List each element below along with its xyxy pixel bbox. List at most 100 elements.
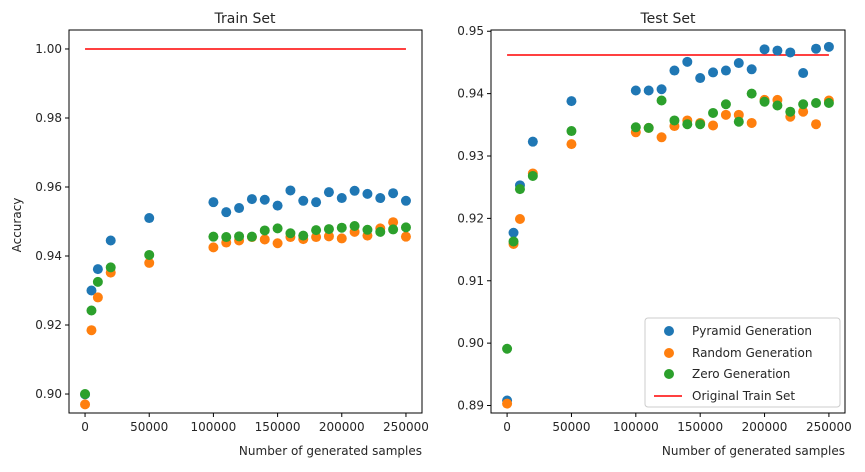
test-point-zero-generation [759, 96, 770, 107]
train-x-axis-label: Number of generated samples [239, 444, 422, 458]
train-point-pyramid-generation [375, 193, 386, 204]
train-ticks: 0 50000 100000 150000 200000 250000 0.90 0.92 0.… [35, 42, 429, 434]
test-point-pyramid-generation [527, 136, 538, 147]
test-point-random-generation [798, 106, 809, 117]
train-point-zero-generation [349, 220, 360, 231]
test-point-random-generation [656, 132, 667, 143]
train-point-random-generation [336, 233, 347, 244]
train-point-zero-generation [86, 305, 97, 316]
train-y-tick-label: 0.94 [35, 249, 62, 263]
test-point-zero-generation [669, 115, 680, 126]
test-point-random-generation [811, 119, 822, 130]
train-point-pyramid-generation [86, 285, 97, 296]
test-point-pyramid-generation [643, 85, 654, 96]
train-point-zero-generation [208, 231, 219, 242]
test-x-tick-label: 200000 [742, 420, 788, 434]
test-point-random-generation [502, 398, 513, 409]
legend-marker-zero [664, 369, 674, 379]
test-point-pyramid-generation [798, 68, 809, 79]
test-point-pyramid-generation [708, 67, 719, 78]
legend-label-random: Random Generation [692, 346, 812, 360]
test-point-pyramid-generation [695, 73, 706, 84]
train-point-pyramid-generation [285, 185, 296, 196]
legend-box [644, 317, 841, 408]
train-marks [80, 48, 411, 410]
test-point-pyramid-generation [746, 64, 757, 75]
train-y-tick-label: 0.92 [35, 318, 62, 332]
train-y-tick-label: 1.00 [35, 42, 62, 56]
train-axes-frame [68, 29, 423, 414]
train-y-tick-label: 0.98 [35, 111, 62, 125]
train-point-random-generation [400, 231, 411, 242]
test-point-zero-generation [785, 106, 796, 117]
train-set-chart: Train Set Accuracy Number of generated s… [10, 11, 429, 458]
test-point-zero-generation [508, 236, 519, 247]
test-point-zero-generation [656, 95, 667, 106]
test-point-pyramid-generation [720, 65, 731, 76]
test-point-zero-generation [772, 100, 783, 111]
legend: Pyramid Generation Random Generation Zer… [644, 317, 841, 408]
test-point-random-generation [514, 214, 525, 225]
test-point-zero-generation [502, 343, 513, 354]
train-point-pyramid-generation [92, 264, 103, 275]
test-y-tick-label: 0.95 [457, 24, 484, 38]
test-point-random-generation [733, 109, 744, 120]
train-point-zero-generation [221, 232, 232, 243]
test-point-random-generation [708, 120, 719, 131]
train-point-zero-generation [234, 231, 245, 242]
train-point-pyramid-generation [105, 235, 116, 246]
test-point-zero-generation [720, 99, 731, 110]
train-point-pyramid-generation [349, 185, 360, 196]
legend-label-zero: Zero Generation [692, 367, 790, 381]
test-y-tick-label: 0.94 [457, 87, 484, 101]
train-point-zero-generation [362, 224, 373, 235]
test-point-zero-generation [527, 170, 538, 181]
train-point-zero-generation [272, 223, 283, 234]
test-point-zero-generation [643, 122, 654, 133]
test-point-zero-generation [798, 99, 809, 110]
train-point-zero-generation [323, 224, 334, 235]
train-point-random-generation [86, 325, 97, 336]
test-point-zero-generation [823, 97, 834, 108]
train-point-zero-generation [336, 222, 347, 233]
train-point-pyramid-generation [311, 197, 322, 208]
test-point-zero-generation [682, 119, 693, 130]
test-marks [502, 41, 834, 409]
test-point-zero-generation [733, 116, 744, 127]
train-point-zero-generation [285, 228, 296, 239]
train-x-tick-label: 200000 [319, 420, 365, 434]
test-x-tick-label: 0 [503, 420, 511, 434]
test-point-pyramid-generation [811, 43, 822, 54]
test-y-tick-label: 0.89 [457, 399, 484, 413]
test-point-pyramid-generation [759, 44, 770, 55]
train-point-pyramid-generation [272, 200, 283, 211]
test-x-tick-label: 100000 [613, 420, 659, 434]
train-x-tick-label: 100000 [191, 420, 237, 434]
train-x-tick-label: 150000 [255, 420, 301, 434]
test-point-zero-generation [746, 88, 757, 99]
test-chart-title: Test Set [639, 11, 696, 27]
test-axes-frame [490, 29, 846, 414]
test-point-pyramid-generation [733, 58, 744, 69]
train-point-pyramid-generation [362, 188, 373, 199]
test-point-random-generation [566, 139, 577, 150]
train-x-tick-label: 50000 [130, 420, 168, 434]
train-point-random-generation [323, 231, 334, 242]
test-y-tick-label: 0.91 [457, 274, 484, 288]
test-point-random-generation [746, 117, 757, 128]
train-point-pyramid-generation [400, 195, 411, 206]
test-point-pyramid-generation [669, 65, 680, 76]
train-point-pyramid-generation [234, 203, 245, 214]
train-point-zero-generation [92, 276, 103, 287]
train-y-tick-label: 0.90 [35, 387, 62, 401]
train-point-zero-generation [246, 231, 257, 242]
test-set-chart: Test Set Number of generated samples 0 50… [457, 11, 852, 458]
train-point-zero-generation [311, 225, 322, 236]
train-point-zero-generation [375, 226, 386, 237]
test-point-random-generation [720, 109, 731, 120]
test-y-tick-label: 0.93 [457, 149, 484, 163]
train-point-random-generation [311, 232, 322, 243]
legend-marker-pyramid [664, 326, 674, 336]
train-point-pyramid-generation [221, 207, 232, 218]
